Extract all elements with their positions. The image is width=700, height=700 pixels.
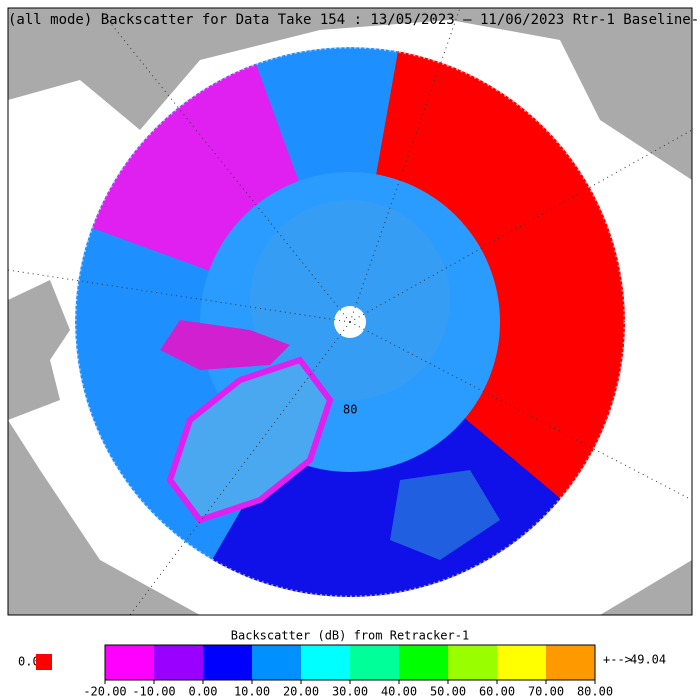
colorbar-tick-label: 70.00 bbox=[528, 685, 564, 699]
colorbar-segment bbox=[105, 645, 154, 680]
colorbar-tick-label: 50.00 bbox=[430, 685, 466, 699]
colorbar-tick-label: 80.00 bbox=[577, 685, 613, 699]
graticule-label: 80 bbox=[343, 403, 357, 417]
land bbox=[8, 280, 70, 420]
colorbar-segment bbox=[350, 645, 399, 680]
colorbar-segment bbox=[154, 645, 203, 680]
colorbar-segment bbox=[546, 645, 595, 680]
map-frame bbox=[7, 7, 693, 616]
above-range-value: 49.04 bbox=[630, 653, 666, 667]
colorbar-segment bbox=[399, 645, 448, 680]
colorbar-tick-label: -10.00 bbox=[132, 685, 175, 699]
colorbar-segment bbox=[301, 645, 350, 680]
map: 80 bbox=[8, 8, 692, 615]
colorbar-segment bbox=[203, 645, 252, 680]
colorbar-title: Backscatter (dB) from Retracker-1 bbox=[231, 629, 469, 643]
colorbar-tick-label: 10.00 bbox=[234, 685, 270, 699]
colorbar-segment bbox=[448, 645, 497, 680]
colorbar-tick-label: 40.00 bbox=[381, 685, 417, 699]
colorbar-tick-label: 60.00 bbox=[479, 685, 515, 699]
below-range-swatch bbox=[36, 654, 52, 670]
above-range-arrow: +--> bbox=[603, 653, 632, 667]
colorbar-tick-label: -20.00 bbox=[83, 685, 126, 699]
colorbar-tick-label: 30.00 bbox=[332, 685, 368, 699]
colorbar-segment bbox=[252, 645, 301, 680]
colorbar-tick-label: 20.00 bbox=[283, 685, 319, 699]
colorbar-segment bbox=[497, 645, 546, 680]
below-range-label: 0.0 bbox=[18, 655, 40, 669]
graticule bbox=[8, 8, 692, 615]
colorbar: -20.00 -10.00 0.00 10.00 20.00 30.00 40.00 50.0… bbox=[83, 644, 613, 699]
map-title: (all mode) Backscatter for Data Take 154… bbox=[8, 12, 700, 28]
colorbar-tick-label: 0.00 bbox=[189, 685, 218, 699]
